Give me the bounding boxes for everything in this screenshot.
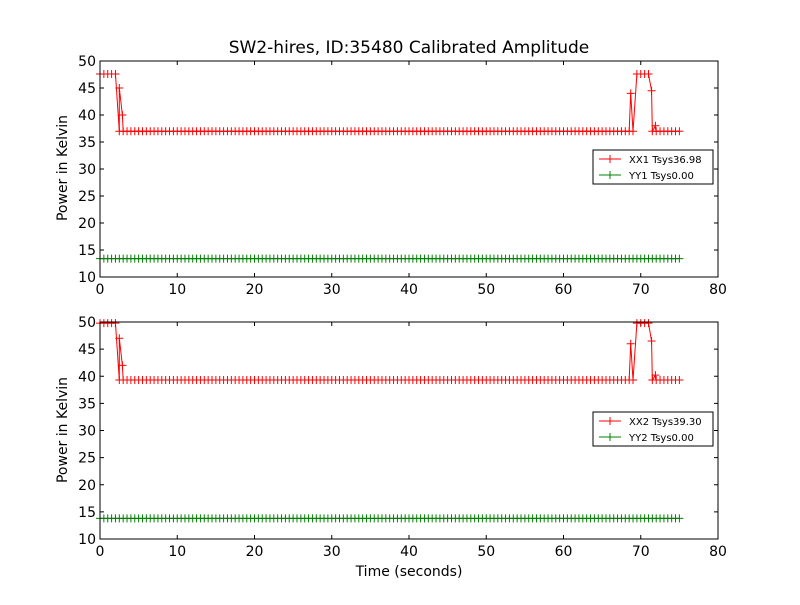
data-point [118,111,127,119]
data-point [644,69,653,78]
legend-marker [606,433,614,441]
data-point [115,334,124,343]
data-point [111,69,120,78]
x-tick-label: 40 [400,282,418,298]
y-tick-label: 35 [78,396,96,412]
x-tick-label: 40 [400,544,418,560]
x-tick-label: 0 [96,544,105,560]
data-point [626,89,635,98]
data-point [111,319,120,328]
legend-label: YY1 Tsys0.00 [628,171,694,182]
x-tick-label: 30 [323,282,341,298]
data-point [651,121,660,130]
x-tick-label: 70 [632,282,650,298]
y-tick-label: 20 [78,478,96,494]
legend-marker [606,171,614,179]
y-tick-label: 10 [78,270,96,286]
data-point [629,376,638,385]
legend-item: XX2 Tsys39.30 [599,417,702,428]
x-tick-label: 80 [709,282,727,298]
y-tick-label: 50 [78,315,96,331]
plot-area [96,319,719,540]
y-tick-label: 15 [78,243,96,259]
data-point [647,86,656,95]
data-point [118,361,127,370]
chart-top: SW2-hires, ID:35480 Calibrated Amplitude… [55,38,727,298]
x-axis-label: Time (seconds) [355,564,463,580]
x-tick-label: 70 [632,544,650,560]
legend-marker [606,417,614,425]
x-tick-label: 60 [555,544,573,560]
chart-bottom: Time (seconds) Power in Kelvin 0 10 20 30 40… [55,315,727,580]
plot-frame [99,60,719,278]
legend-item: XX1 Tsys36.98 [599,155,702,166]
series-1 [96,319,684,385]
legend-marker [606,155,614,163]
y-tick-label: 25 [78,189,96,205]
x-tick-label: 60 [555,282,573,298]
data-point [626,339,635,348]
legend-item: YY2 Tsys0.00 [599,433,694,444]
x-tick-label: 30 [323,544,341,560]
y-axis-label: Power in Kelvin [55,115,71,221]
data-point [675,376,684,385]
plot-frame [99,321,719,540]
legend-item: YY1 Tsys0.00 [599,171,694,182]
x-tick-label: 80 [709,544,727,560]
x-tick-label: 50 [477,282,495,298]
y-tick-label: 15 [78,505,96,521]
y-tick-label: 45 [78,81,96,97]
legend: XX1 Tsys36.98 YY1 Tsys0.00 [592,149,714,185]
series-2 [96,254,684,263]
legend-box [592,149,714,185]
data-point [651,371,660,380]
y-axis-label: Power in Kelvin [55,377,71,483]
y-tick-label: 20 [78,216,96,232]
legend-label: YY2 Tsys0.00 [628,433,694,444]
x-tick-label: 50 [477,544,495,560]
plot-area [96,60,719,278]
y-tick-label: 30 [78,162,96,178]
data-point [647,336,656,345]
data-point [629,127,638,136]
x-tick-label: 20 [246,282,264,298]
legend-label: XX1 Tsys36.98 [629,155,702,166]
y-tick-label: 40 [78,369,96,385]
y-tick-label: 30 [78,424,96,440]
data-point [675,127,684,136]
data-point [644,319,653,328]
x-tick-label: 20 [246,544,264,560]
y-tick-label: 40 [78,108,96,124]
chart-title: SW2-hires, ID:35480 Calibrated Amplitude [229,38,589,58]
y-tick-label: 50 [78,54,96,70]
x-tick-label: 10 [168,544,186,560]
y-tick-label: 10 [78,532,96,548]
legend-label: XX2 Tsys39.30 [629,417,702,428]
series-2 [96,514,684,523]
legend: XX2 Tsys39.30 YY2 Tsys0.00 [592,411,714,447]
y-tick-label: 45 [78,342,96,358]
data-point [115,84,124,92]
series-1 [96,69,684,136]
x-tick-label: 10 [168,282,186,298]
x-tick-label: 0 [96,282,105,298]
y-tick-label: 35 [78,135,96,151]
legend-box [592,411,714,447]
data-point [675,254,684,263]
data-point [675,514,684,523]
y-tick-label: 25 [78,451,96,467]
